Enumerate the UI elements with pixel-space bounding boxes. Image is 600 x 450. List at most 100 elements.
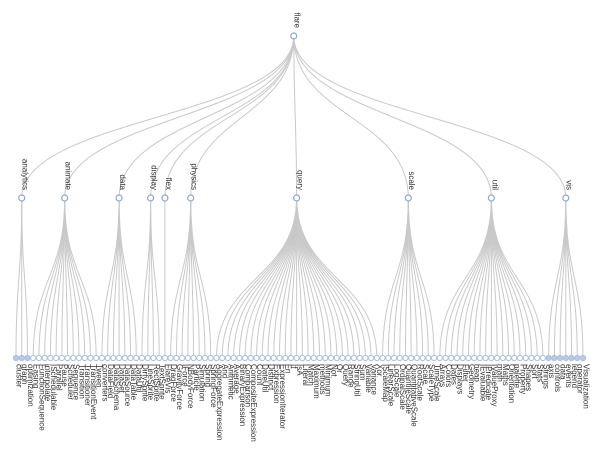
leaf-node-query-comparison[interactable] (241, 354, 249, 362)
leaf-node-flex-flarevis[interactable] (161, 354, 169, 362)
leaf-node-analytics-cluster[interactable] (12, 354, 20, 362)
leaf-node-scale-rootscale[interactable] (413, 354, 421, 362)
leaf-node-animate-scheduler[interactable] (64, 354, 71, 362)
leaf-node-data-datatable[interactable] (127, 354, 134, 362)
group-node-analytics[interactable] (18, 194, 26, 202)
leaf-node-scale-quantitativescale[interactable] (408, 354, 415, 362)
leaf-node-scale-iscalemap[interactable] (379, 354, 386, 362)
leaf-node-physics-spring[interactable] (201, 354, 209, 362)
leaf-node-scale-quantilescale[interactable] (402, 354, 409, 362)
leaf-node-util-ievaluable[interactable] (476, 354, 484, 362)
leaf-node-util-arrays[interactable] (436, 354, 443, 362)
leaf-node-util-strings[interactable] (539, 354, 547, 362)
leaf-node-animate-interpolate[interactable] (41, 354, 48, 362)
leaf-node-query-xor[interactable] (373, 354, 380, 362)
group-node-vis[interactable] (562, 194, 570, 202)
group-node-display[interactable] (146, 194, 155, 202)
leaf-node-util-palette[interactable] (511, 354, 518, 362)
leaf-node-util-shapes[interactable] (522, 354, 529, 362)
leaf-node-data-dataset[interactable] (115, 354, 123, 362)
leaf-node-scale-scale[interactable] (419, 354, 426, 362)
leaf-node-query-dateutil[interactable] (259, 354, 266, 362)
leaf-node-analytics-graph[interactable] (18, 354, 25, 362)
leaf-node-physics-simulation[interactable] (196, 354, 203, 362)
leaf-node-physics-gravityforce[interactable] (173, 354, 180, 362)
leaf-node-query-aggregateexpression[interactable] (213, 354, 220, 362)
leaf-node-display-rectsprite[interactable] (150, 354, 157, 362)
leaf-node-query-arithmetic[interactable] (224, 354, 232, 362)
leaf-node-vis-data[interactable] (556, 354, 564, 362)
group-node-data[interactable] (115, 194, 123, 202)
leaf-node-query-match[interactable] (304, 354, 312, 362)
group-node-flex[interactable] (161, 194, 169, 202)
group-node-animate[interactable] (61, 194, 69, 202)
leaf-node-vis-visualization[interactable] (579, 354, 587, 362)
leaf-node-util-filter[interactable] (459, 354, 466, 362)
leaf-node-display-textsprite[interactable] (156, 354, 163, 362)
leaf-node-util-sort[interactable] (528, 354, 535, 362)
leaf-node-query-variable[interactable] (362, 354, 369, 362)
leaf-node-physics-springforce[interactable] (207, 354, 214, 362)
leaf-node-vis-legend[interactable] (568, 354, 575, 362)
leaf-node-animate-transitioner[interactable] (81, 354, 88, 362)
leaf-node-query-range[interactable] (345, 354, 352, 362)
leaf-node-util-property[interactable] (516, 354, 524, 362)
leaf-node-animate-pause[interactable] (58, 354, 65, 362)
leaf-node-data-dataschema[interactable] (110, 354, 117, 362)
leaf-node-query-distinct[interactable] (264, 354, 272, 362)
leaf-node-display-dirtysprite[interactable] (138, 354, 146, 362)
leaf-node-util-dates[interactable] (448, 354, 455, 362)
leaf-node-scale-linearscale[interactable] (385, 354, 392, 362)
leaf-node-query-fn[interactable] (282, 354, 289, 362)
leaf-node-util-math[interactable] (493, 354, 501, 362)
leaf-node-util-orientation[interactable] (505, 354, 512, 362)
leaf-node-query-sum[interactable] (356, 354, 363, 362)
group-node-scale[interactable] (404, 194, 412, 202)
leaf-node-query-expressioniterator[interactable] (276, 354, 283, 362)
leaf-node-animate-sequence[interactable] (70, 354, 77, 362)
leaf-node-query-binaryexpression[interactable] (236, 354, 243, 362)
leaf-node-data-converters[interactable] (98, 354, 106, 362)
leaf-node-query-not[interactable] (327, 354, 335, 362)
leaf-node-util-ivalueproxy[interactable] (488, 354, 495, 362)
leaf-node-query-stringutil[interactable] (350, 354, 358, 362)
leaf-node-query-if[interactable] (287, 354, 295, 362)
leaf-node-scale-timescale[interactable] (430, 354, 438, 362)
leaf-node-vis-axis[interactable] (545, 354, 552, 362)
leaf-node-query-and[interactable] (219, 354, 226, 362)
leaf-node-query-average[interactable] (230, 354, 237, 362)
leaf-node-query-query[interactable] (339, 354, 346, 362)
leaf-node-physics-iforce[interactable] (178, 354, 186, 362)
leaf-node-query-methods[interactable] (316, 354, 323, 362)
leaf-node-query-isa[interactable] (293, 354, 300, 362)
leaf-node-query-minimum[interactable] (322, 354, 329, 362)
leaf-node-query-compositeexpression[interactable] (247, 354, 254, 362)
leaf-node-util-colors[interactable] (442, 354, 449, 362)
leaf-node-vis-operator[interactable] (574, 354, 581, 362)
leaf-node-query-or[interactable] (333, 354, 340, 362)
leaf-node-query-expression[interactable] (270, 354, 277, 362)
leaf-node-physics-particle[interactable] (190, 354, 197, 362)
leaf-node-analytics-optimization[interactable] (24, 354, 31, 362)
leaf-node-query-maximum[interactable] (310, 354, 317, 362)
leaf-node-util-heap[interactable] (471, 354, 478, 362)
leaf-node-display-linesprite[interactable] (144, 354, 151, 362)
leaf-node-animate-parallel[interactable] (52, 354, 60, 362)
leaf-node-util-stats[interactable] (534, 354, 541, 362)
group-node-query[interactable] (293, 194, 301, 202)
leaf-node-physics-nbodyforce[interactable] (184, 354, 191, 362)
leaf-node-scale-ordinalscale[interactable] (396, 354, 403, 362)
leaf-node-scale-scaletype[interactable] (425, 354, 432, 362)
leaf-node-animate-easing[interactable] (30, 354, 37, 362)
leaf-node-query-variance[interactable] (367, 354, 375, 362)
leaf-node-vis-events[interactable] (562, 354, 569, 362)
leaf-node-animate-transition[interactable] (75, 354, 83, 362)
leaf-node-animate-ischedulable[interactable] (47, 354, 54, 362)
group-node-util[interactable] (487, 194, 495, 202)
leaf-node-animate-functionsequence[interactable] (35, 354, 43, 362)
leaf-node-animate-transitionevent[interactable] (87, 354, 94, 362)
root-node[interactable] (290, 32, 298, 40)
leaf-node-util-ipredicate[interactable] (482, 354, 489, 362)
leaf-node-query-literal[interactable] (299, 354, 306, 362)
leaf-node-query-count[interactable] (253, 354, 260, 362)
